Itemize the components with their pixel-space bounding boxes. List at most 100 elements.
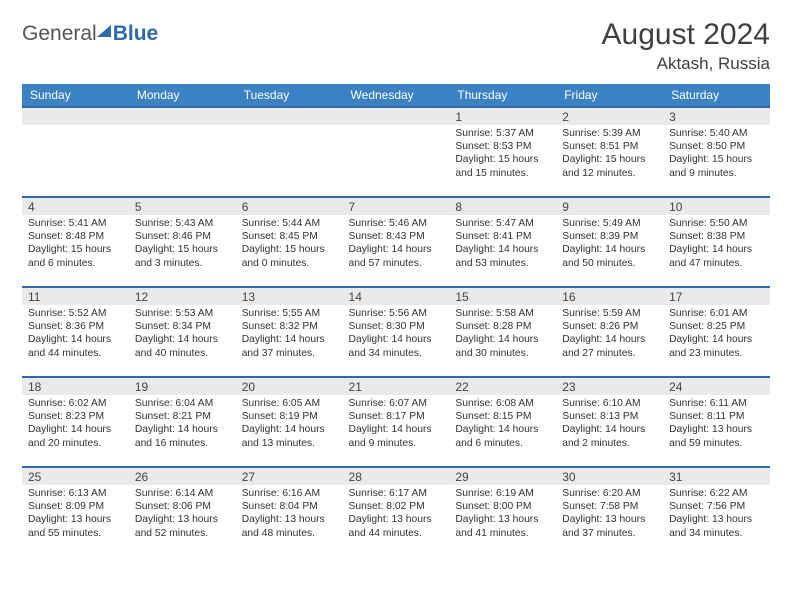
calendar-day: 20Sunrise: 6:05 AMSunset: 8:19 PMDayligh… [236,377,343,467]
day-number [343,108,450,125]
calendar-week: 11Sunrise: 5:52 AMSunset: 8:36 PMDayligh… [22,287,770,377]
calendar-day: 12Sunrise: 5:53 AMSunset: 8:34 PMDayligh… [129,287,236,377]
day-content: Sunrise: 5:41 AMSunset: 8:48 PMDaylight:… [22,215,129,274]
day-content: Sunrise: 6:01 AMSunset: 8:25 PMDaylight:… [663,305,770,364]
calendar-week: 18Sunrise: 6:02 AMSunset: 8:23 PMDayligh… [22,377,770,467]
day-number: 5 [129,198,236,215]
calendar-day: 10Sunrise: 5:50 AMSunset: 8:38 PMDayligh… [663,197,770,287]
weekday-header: Monday [129,84,236,107]
day-content: Sunrise: 6:11 AMSunset: 8:11 PMDaylight:… [663,395,770,454]
day-number: 15 [449,288,556,305]
day-number [236,108,343,125]
day-content: Sunrise: 5:56 AMSunset: 8:30 PMDaylight:… [343,305,450,364]
calendar-day: 14Sunrise: 5:56 AMSunset: 8:30 PMDayligh… [343,287,450,377]
calendar-day: 24Sunrise: 6:11 AMSunset: 8:11 PMDayligh… [663,377,770,467]
calendar-day: 28Sunrise: 6:17 AMSunset: 8:02 PMDayligh… [343,467,450,557]
day-number: 1 [449,108,556,125]
calendar-day [129,107,236,197]
calendar-day: 13Sunrise: 5:55 AMSunset: 8:32 PMDayligh… [236,287,343,377]
calendar-day: 7Sunrise: 5:46 AMSunset: 8:43 PMDaylight… [343,197,450,287]
calendar: SundayMondayTuesdayWednesdayThursdayFrid… [22,84,770,557]
calendar-day [22,107,129,197]
day-number: 3 [663,108,770,125]
day-number: 17 [663,288,770,305]
day-content [236,125,343,131]
day-number: 28 [343,468,450,485]
weekday-header: Saturday [663,84,770,107]
day-content [343,125,450,131]
logo-text-2: Blue [113,22,159,46]
day-content: Sunrise: 5:40 AMSunset: 8:50 PMDaylight:… [663,125,770,184]
day-content: Sunrise: 6:13 AMSunset: 8:09 PMDaylight:… [22,485,129,544]
calendar-day: 4Sunrise: 5:41 AMSunset: 8:48 PMDaylight… [22,197,129,287]
title-block: August 2024 Aktash, Russia [602,18,770,74]
day-number: 26 [129,468,236,485]
day-content: Sunrise: 6:07 AMSunset: 8:17 PMDaylight:… [343,395,450,454]
calendar-day: 8Sunrise: 5:47 AMSunset: 8:41 PMDaylight… [449,197,556,287]
calendar-day: 31Sunrise: 6:22 AMSunset: 7:56 PMDayligh… [663,467,770,557]
day-number: 12 [129,288,236,305]
calendar-day [236,107,343,197]
weekday-header: Tuesday [236,84,343,107]
day-content: Sunrise: 5:43 AMSunset: 8:46 PMDaylight:… [129,215,236,274]
calendar-day: 22Sunrise: 6:08 AMSunset: 8:15 PMDayligh… [449,377,556,467]
calendar-day: 26Sunrise: 6:14 AMSunset: 8:06 PMDayligh… [129,467,236,557]
calendar-day: 21Sunrise: 6:07 AMSunset: 8:17 PMDayligh… [343,377,450,467]
day-content: Sunrise: 6:08 AMSunset: 8:15 PMDaylight:… [449,395,556,454]
day-number: 20 [236,378,343,395]
day-number: 9 [556,198,663,215]
calendar-day: 19Sunrise: 6:04 AMSunset: 8:21 PMDayligh… [129,377,236,467]
day-content [129,125,236,131]
calendar-day: 25Sunrise: 6:13 AMSunset: 8:09 PMDayligh… [22,467,129,557]
day-number: 22 [449,378,556,395]
calendar-day: 16Sunrise: 5:59 AMSunset: 8:26 PMDayligh… [556,287,663,377]
day-number: 25 [22,468,129,485]
day-content: Sunrise: 5:58 AMSunset: 8:28 PMDaylight:… [449,305,556,364]
calendar-day: 29Sunrise: 6:19 AMSunset: 8:00 PMDayligh… [449,467,556,557]
day-number: 24 [663,378,770,395]
day-number: 7 [343,198,450,215]
day-content: Sunrise: 5:39 AMSunset: 8:51 PMDaylight:… [556,125,663,184]
calendar-day: 2Sunrise: 5:39 AMSunset: 8:51 PMDaylight… [556,107,663,197]
weekday-header: Friday [556,84,663,107]
day-content: Sunrise: 5:47 AMSunset: 8:41 PMDaylight:… [449,215,556,274]
calendar-day: 15Sunrise: 5:58 AMSunset: 8:28 PMDayligh… [449,287,556,377]
header: General Blue August 2024 Aktash, Russia [22,18,770,74]
calendar-day: 27Sunrise: 6:16 AMSunset: 8:04 PMDayligh… [236,467,343,557]
calendar-day: 18Sunrise: 6:02 AMSunset: 8:23 PMDayligh… [22,377,129,467]
calendar-day: 6Sunrise: 5:44 AMSunset: 8:45 PMDaylight… [236,197,343,287]
logo: General Blue [22,22,158,46]
logo-text-1: General [22,22,97,46]
day-content: Sunrise: 6:02 AMSunset: 8:23 PMDaylight:… [22,395,129,454]
day-content: Sunrise: 5:53 AMSunset: 8:34 PMDaylight:… [129,305,236,364]
day-number: 13 [236,288,343,305]
day-number: 8 [449,198,556,215]
day-content: Sunrise: 5:37 AMSunset: 8:53 PMDaylight:… [449,125,556,184]
calendar-day: 5Sunrise: 5:43 AMSunset: 8:46 PMDaylight… [129,197,236,287]
calendar-day: 9Sunrise: 5:49 AMSunset: 8:39 PMDaylight… [556,197,663,287]
day-number: 30 [556,468,663,485]
day-number [22,108,129,125]
day-content: Sunrise: 5:59 AMSunset: 8:26 PMDaylight:… [556,305,663,364]
day-content: Sunrise: 5:52 AMSunset: 8:36 PMDaylight:… [22,305,129,364]
calendar-day: 3Sunrise: 5:40 AMSunset: 8:50 PMDaylight… [663,107,770,197]
calendar-day: 30Sunrise: 6:20 AMSunset: 7:58 PMDayligh… [556,467,663,557]
calendar-week: 4Sunrise: 5:41 AMSunset: 8:48 PMDaylight… [22,197,770,287]
weekday-header: Wednesday [343,84,450,107]
day-content: Sunrise: 6:17 AMSunset: 8:02 PMDaylight:… [343,485,450,544]
day-number: 21 [343,378,450,395]
calendar-day: 17Sunrise: 6:01 AMSunset: 8:25 PMDayligh… [663,287,770,377]
weekday-header: Thursday [449,84,556,107]
calendar-day [343,107,450,197]
calendar-body: 1Sunrise: 5:37 AMSunset: 8:53 PMDaylight… [22,107,770,557]
day-content: Sunrise: 5:44 AMSunset: 8:45 PMDaylight:… [236,215,343,274]
day-content: Sunrise: 5:49 AMSunset: 8:39 PMDaylight:… [556,215,663,274]
day-number: 4 [22,198,129,215]
day-content: Sunrise: 6:10 AMSunset: 8:13 PMDaylight:… [556,395,663,454]
day-number: 10 [663,198,770,215]
day-content: Sunrise: 6:22 AMSunset: 7:56 PMDaylight:… [663,485,770,544]
calendar-week: 1Sunrise: 5:37 AMSunset: 8:53 PMDaylight… [22,107,770,197]
calendar-week: 25Sunrise: 6:13 AMSunset: 8:09 PMDayligh… [22,467,770,557]
day-number: 11 [22,288,129,305]
day-content: Sunrise: 6:19 AMSunset: 8:00 PMDaylight:… [449,485,556,544]
